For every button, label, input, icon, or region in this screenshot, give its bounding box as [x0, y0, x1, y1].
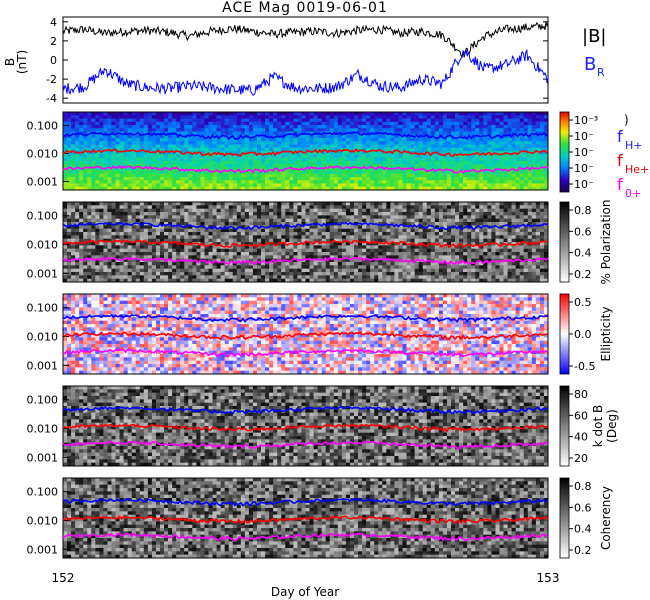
spectro-ytick-label: 0.100 — [27, 210, 59, 223]
colorbar-tick-label: 0.5 — [574, 296, 592, 309]
legend-b-radial: B R — [584, 54, 605, 79]
colorbar-ellipticity: 0.5 0.0 -0.5 Ellipticity — [559, 293, 613, 375]
spectro-ytick-label: 0.010 — [27, 423, 59, 436]
b-series-radial — [62, 48, 549, 96]
colorbar-tick-label: 0.6 — [574, 501, 592, 514]
panel-kdotb: 0.100 0.010 0.001 — [27, 385, 549, 467]
colorbar-tick-label: 0.2 — [574, 268, 592, 281]
x-tick-start: 152 — [52, 571, 75, 585]
spectro-ytick-label: 0.010 — [27, 331, 59, 344]
colorbar-tick-label: 0.6 — [574, 225, 592, 238]
legend-f-he: f He+ — [617, 151, 649, 176]
legend-b-magnitude: |B| — [582, 26, 606, 47]
colorbar-tick-label: 0.0 — [574, 328, 592, 341]
legend-f-o: f 0+ — [617, 175, 641, 200]
spectro-ytick-label: 0.010 — [27, 239, 59, 252]
colorbar-tick-label: 0.8 — [574, 480, 592, 493]
freq-line-f-hplus — [62, 497, 549, 507]
spectro-ytick-label: 0.100 — [27, 119, 59, 132]
cb-coherency-label: Coherency — [599, 486, 613, 550]
panel-power: 0.100 0.010 0.001 — [27, 111, 549, 191]
cb-polarization-label: % Polarization — [599, 200, 613, 285]
b-series-magnitude — [62, 21, 549, 58]
b-ytick-label: 2 — [50, 35, 57, 48]
colorbar-power: 10⁻³ 10⁻ 10⁻ 10⁻ 10⁻ ) — [559, 111, 629, 193]
freq-line-f-heplus — [62, 515, 549, 525]
colorbar-tick-label: -0.5 — [574, 360, 595, 373]
spectro-ytick-label: 0.100 — [27, 486, 59, 499]
colorbar-tick-label: 10⁻ — [574, 146, 594, 159]
freq-line-f-hplus — [62, 221, 549, 231]
colorbar-tick-label: 0.2 — [574, 544, 592, 557]
b-series-lines — [62, 21, 549, 96]
colorbar-tick-label: 60 — [574, 409, 588, 422]
svg-text:R: R — [597, 66, 605, 79]
colorbar-tick-label: 0.8 — [574, 204, 592, 217]
legend-f-h: f H+ — [617, 127, 643, 152]
spectro-ytick-label: 0.100 — [27, 302, 59, 315]
freq-line-f-heplus — [62, 148, 549, 157]
panel-b-field: 4 2 0 -2 -4 B (nT) |B| B R — [3, 16, 606, 105]
cb-ellipticity-label: Ellipticity — [599, 307, 613, 362]
b-ytick-label: -2 — [46, 73, 57, 86]
colorbar-coherency: 0.8 0.6 0.4 0.2 Coherency — [559, 477, 613, 559]
colorbar-tick-label: 40 — [574, 431, 588, 444]
panel-polarization: 0.100 0.010 0.001 — [27, 201, 549, 283]
b-ylabel: B — [3, 58, 17, 66]
cb-kdotb-unit: (Deg) — [605, 409, 619, 443]
freq-line-f-heplus — [62, 331, 549, 341]
cb-power-label: ) — [624, 113, 629, 127]
colorbar-tick-label: 20 — [574, 452, 588, 465]
colorbar-kdotb: 80 60 40 20 k dot B (Deg) — [559, 385, 619, 467]
freq-line-f-0plus — [62, 348, 549, 358]
colorbar-tick-label: 10⁻ — [574, 178, 594, 191]
x-tick-end: 153 — [537, 571, 560, 585]
spectro-ytick-label: 0.010 — [27, 515, 59, 528]
colorbar-polarization: 0.8 0.6 0.4 0.2 % Polarization — [559, 200, 613, 285]
figure-title: ACE Mag 0019-06-01 — [222, 0, 388, 16]
colorbar-tick-label: 0.4 — [574, 247, 592, 260]
b-ytick-label: -4 — [46, 92, 57, 105]
spectro-ytick-label: 0.001 — [27, 543, 59, 556]
spectro-ytick-label: 0.001 — [27, 359, 59, 372]
colorbar-tick-label: 0.4 — [574, 523, 592, 536]
freq-line-f-hplus — [62, 131, 549, 141]
b-ytick-label: 4 — [50, 16, 57, 29]
b-ytick-label: 0 — [50, 54, 57, 67]
panel-ellipticity: 0.100 0.010 0.001 — [27, 293, 549, 375]
svg-text:B: B — [584, 54, 596, 75]
colorbar-tick-label: 80 — [574, 388, 588, 401]
spectro-ytick-label: 0.001 — [27, 267, 59, 280]
freq-line-f-heplus — [62, 239, 549, 249]
freq-line-f-0plus — [62, 440, 549, 450]
freq-line-f-hplus — [62, 313, 549, 323]
freq-line-f-0plus — [62, 256, 549, 266]
freq-line-f-0plus — [62, 532, 549, 542]
b-ylabel-unit: (nT) — [15, 50, 29, 74]
x-axis-label: Day of Year — [271, 585, 339, 599]
colorbar-tick-label: 10⁻ — [574, 130, 594, 143]
colorbar-tick-label: 10⁻³ — [574, 114, 598, 127]
freq-line-f-hplus — [62, 405, 549, 415]
spectro-ytick-label: 0.001 — [27, 451, 59, 464]
cb-kdotb-label: k dot B — [591, 405, 605, 447]
colorbar-tick-label: 10⁻ — [574, 162, 594, 175]
freq-line-f-heplus — [62, 423, 549, 433]
b-yaxis-ticks: 4 2 0 -2 -4 — [46, 16, 548, 105]
spectrogram-panels: 0.100 0.010 0.001 0.100 0.010 0.001 0.100 0.010… — [27, 111, 549, 559]
panel-coherency: 0.100 0.010 0.001 — [27, 477, 549, 559]
spectro-ytick-label: 0.010 — [27, 147, 59, 160]
spectro-ytick-label: 0.001 — [27, 176, 59, 189]
spectro-ytick-label: 0.100 — [27, 394, 59, 407]
freq-line-f-0plus — [62, 165, 549, 175]
